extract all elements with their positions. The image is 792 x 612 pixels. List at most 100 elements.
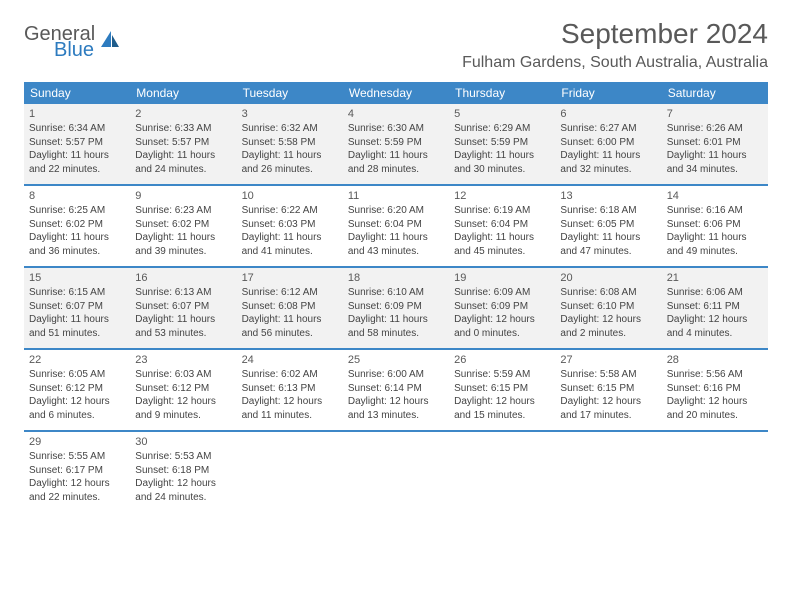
day-number: 12 bbox=[454, 190, 550, 202]
day-cell: 10 Sunrise: 6:22 AMSunset: 6:03 PMDayligh… bbox=[237, 186, 343, 266]
day-cell: 11 Sunrise: 6:20 AMSunset: 6:04 PMDayligh… bbox=[343, 186, 449, 266]
day-cell: 12 Sunrise: 6:19 AMSunset: 6:04 PMDayligh… bbox=[449, 186, 555, 266]
day-cell: 5 Sunrise: 6:29 AMSunset: 5:59 PMDaylight… bbox=[449, 104, 555, 184]
day-cell: 9 Sunrise: 6:23 AMSunset: 6:02 PMDaylight… bbox=[130, 186, 236, 266]
day-cell: 17Sunrise: 6:12 AMSunset: 6:08 PMDayligh… bbox=[237, 268, 343, 348]
day-info: Sunrise: 6:09 AMSunset: 6:09 PMDaylight:… bbox=[454, 286, 550, 340]
day-info: Sunrise: 5:58 AMSunset: 6:15 PMDaylight:… bbox=[560, 368, 656, 422]
day-cell: 13 Sunrise: 6:18 AMSunset: 6:05 PMDayligh… bbox=[555, 186, 661, 266]
day-info: Sunrise: 6:19 AMSunset: 6:04 PMDaylight:… bbox=[454, 204, 550, 258]
day-number: 6 bbox=[560, 108, 656, 120]
day-number: 2 bbox=[135, 108, 231, 120]
day-number: 9 bbox=[135, 190, 231, 202]
sail-icon bbox=[99, 29, 121, 56]
day-cell: 3Sunrise: 6:32 AMSunset: 5:58 PMDaylight… bbox=[237, 104, 343, 184]
day-number: 10 bbox=[242, 190, 338, 202]
day-number: 17 bbox=[242, 272, 338, 284]
day-cell: 4 Sunrise: 6:30 AMSunset: 5:59 PMDaylight… bbox=[343, 104, 449, 184]
day-cell: 8 Sunrise: 6:25 AMSunset: 6:02 PMDaylight… bbox=[24, 186, 130, 266]
day-number: 15 bbox=[29, 272, 125, 284]
calendar: SundayMondayTuesdayWednesdayThursdayFrid… bbox=[24, 82, 768, 512]
day-number: 22 bbox=[29, 354, 125, 366]
day-info: Sunrise: 6:00 AMSunset: 6:14 PMDaylight:… bbox=[348, 368, 444, 422]
day-number: 24 bbox=[242, 354, 338, 366]
day-info: Sunrise: 6:18 AMSunset: 6:05 PMDaylight:… bbox=[560, 204, 656, 258]
day-info: Sunrise: 6:08 AMSunset: 6:10 PMDaylight:… bbox=[560, 286, 656, 340]
week-row: 1 Sunrise: 6:34 AMSunset: 5:57 PMDaylight… bbox=[24, 104, 768, 186]
day-number: 1 bbox=[29, 108, 125, 120]
day-cell bbox=[662, 432, 768, 512]
day-info: Sunrise: 5:59 AMSunset: 6:15 PMDaylight:… bbox=[454, 368, 550, 422]
day-info: Sunrise: 5:56 AMSunset: 6:16 PMDaylight:… bbox=[667, 368, 763, 422]
day-info: Sunrise: 6:27 AMSunset: 6:00 PMDaylight:… bbox=[560, 122, 656, 176]
title-block: September 2024 Fulham Gardens, South Aus… bbox=[462, 18, 768, 72]
day-info: Sunrise: 6:10 AMSunset: 6:09 PMDaylight:… bbox=[348, 286, 444, 340]
day-info: Sunrise: 6:34 AMSunset: 5:57 PMDaylight:… bbox=[29, 122, 125, 176]
day-cell: 25 Sunrise: 6:00 AMSunset: 6:14 PMDayligh… bbox=[343, 350, 449, 430]
day-info: Sunrise: 6:05 AMSunset: 6:12 PMDaylight:… bbox=[29, 368, 125, 422]
day-number: 30 bbox=[135, 436, 231, 448]
day-cell: 18Sunrise: 6:10 AMSunset: 6:09 PMDayligh… bbox=[343, 268, 449, 348]
day-number: 7 bbox=[667, 108, 763, 120]
day-cell: 7 Sunrise: 6:26 AMSunset: 6:01 PMDaylight… bbox=[662, 104, 768, 184]
day-cell: 29 Sunrise: 5:55 AMSunset: 6:17 PMDayligh… bbox=[24, 432, 130, 512]
day-number: 23 bbox=[135, 354, 231, 366]
day-number: 27 bbox=[560, 354, 656, 366]
day-cell: 24 Sunrise: 6:02 AMSunset: 6:13 PMDayligh… bbox=[237, 350, 343, 430]
day-cell: 20 Sunrise: 6:08 AMSunset: 6:10 PMDayligh… bbox=[555, 268, 661, 348]
day-cell: 30 Sunrise: 5:53 AMSunset: 6:18 PMDayligh… bbox=[130, 432, 236, 512]
day-number: 11 bbox=[348, 190, 444, 202]
day-info: Sunrise: 6:02 AMSunset: 6:13 PMDaylight:… bbox=[242, 368, 338, 422]
day-cell: 26 Sunrise: 5:59 AMSunset: 6:15 PMDayligh… bbox=[449, 350, 555, 430]
day-number: 26 bbox=[454, 354, 550, 366]
weekday-cell: Tuesday bbox=[237, 82, 343, 104]
day-cell: 14 Sunrise: 6:16 AMSunset: 6:06 PMDayligh… bbox=[662, 186, 768, 266]
day-cell: 23Sunrise: 6:03 AMSunset: 6:12 PMDayligh… bbox=[130, 350, 236, 430]
day-info: Sunrise: 6:20 AMSunset: 6:04 PMDaylight:… bbox=[348, 204, 444, 258]
day-cell: 19 Sunrise: 6:09 AMSunset: 6:09 PMDayligh… bbox=[449, 268, 555, 348]
day-cell: 27 Sunrise: 5:58 AMSunset: 6:15 PMDayligh… bbox=[555, 350, 661, 430]
day-info: Sunrise: 6:29 AMSunset: 5:59 PMDaylight:… bbox=[454, 122, 550, 176]
day-cell: 28 Sunrise: 5:56 AMSunset: 6:16 PMDayligh… bbox=[662, 350, 768, 430]
weekday-cell: Saturday bbox=[662, 82, 768, 104]
week-row: 22 Sunrise: 6:05 AMSunset: 6:12 PMDayligh… bbox=[24, 350, 768, 432]
day-info: Sunrise: 6:32 AMSunset: 5:58 PMDaylight:… bbox=[242, 122, 338, 176]
day-number: 4 bbox=[348, 108, 444, 120]
day-cell bbox=[343, 432, 449, 512]
day-info: Sunrise: 6:22 AMSunset: 6:03 PMDaylight:… bbox=[242, 204, 338, 258]
logo: General Blue bbox=[24, 24, 121, 60]
weekday-cell: Sunday bbox=[24, 82, 130, 104]
day-info: Sunrise: 6:15 AMSunset: 6:07 PMDaylight:… bbox=[29, 286, 125, 340]
day-number: 21 bbox=[667, 272, 763, 284]
day-cell: 22 Sunrise: 6:05 AMSunset: 6:12 PMDayligh… bbox=[24, 350, 130, 430]
day-number: 16 bbox=[135, 272, 231, 284]
week-row: 29 Sunrise: 5:55 AMSunset: 6:17 PMDayligh… bbox=[24, 432, 768, 512]
day-info: Sunrise: 5:55 AMSunset: 6:17 PMDaylight:… bbox=[29, 450, 125, 504]
day-number: 25 bbox=[348, 354, 444, 366]
day-cell: 21Sunrise: 6:06 AMSunset: 6:11 PMDayligh… bbox=[662, 268, 768, 348]
day-number: 8 bbox=[29, 190, 125, 202]
day-info: Sunrise: 6:26 AMSunset: 6:01 PMDaylight:… bbox=[667, 122, 763, 176]
day-cell bbox=[237, 432, 343, 512]
day-number: 5 bbox=[454, 108, 550, 120]
week-row: 15 Sunrise: 6:15 AMSunset: 6:07 PMDayligh… bbox=[24, 268, 768, 350]
day-info: Sunrise: 6:16 AMSunset: 6:06 PMDaylight:… bbox=[667, 204, 763, 258]
day-number: 29 bbox=[29, 436, 125, 448]
day-number: 28 bbox=[667, 354, 763, 366]
day-number: 20 bbox=[560, 272, 656, 284]
weekday-cell: Wednesday bbox=[343, 82, 449, 104]
day-number: 13 bbox=[560, 190, 656, 202]
day-cell: 16 Sunrise: 6:13 AMSunset: 6:07 PMDayligh… bbox=[130, 268, 236, 348]
day-cell: 1 Sunrise: 6:34 AMSunset: 5:57 PMDaylight… bbox=[24, 104, 130, 184]
logo-line2: Blue bbox=[54, 40, 95, 60]
day-cell bbox=[555, 432, 661, 512]
day-info: Sunrise: 5:53 AMSunset: 6:18 PMDaylight:… bbox=[135, 450, 231, 504]
week-row: 8 Sunrise: 6:25 AMSunset: 6:02 PMDaylight… bbox=[24, 186, 768, 268]
day-info: Sunrise: 6:23 AMSunset: 6:02 PMDaylight:… bbox=[135, 204, 231, 258]
day-info: Sunrise: 6:30 AMSunset: 5:59 PMDaylight:… bbox=[348, 122, 444, 176]
day-info: Sunrise: 6:13 AMSunset: 6:07 PMDaylight:… bbox=[135, 286, 231, 340]
day-cell: 15 Sunrise: 6:15 AMSunset: 6:07 PMDayligh… bbox=[24, 268, 130, 348]
day-number: 19 bbox=[454, 272, 550, 284]
day-info: Sunrise: 6:25 AMSunset: 6:02 PMDaylight:… bbox=[29, 204, 125, 258]
day-number: 14 bbox=[667, 190, 763, 202]
